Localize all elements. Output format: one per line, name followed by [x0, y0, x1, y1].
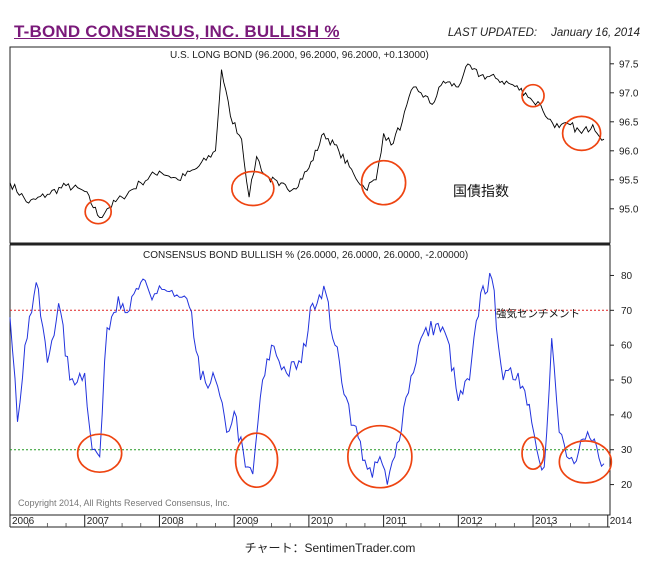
bond-series-line: [9, 63, 605, 218]
bond-circle-2007: [84, 198, 113, 225]
bond-y-tick-label: 96.0: [619, 146, 639, 157]
source-caption: チャート：SentimenTrader.com: [244, 541, 416, 555]
bullish-circle-2007: [76, 433, 123, 474]
bond-circle-2013a: [521, 83, 545, 108]
bullish-y-tick-label: 40: [621, 410, 633, 421]
x-year-label: 2011: [386, 516, 408, 527]
bond-y-tick-label: 95.0: [619, 204, 639, 215]
bullish-circle-2013a: [521, 436, 545, 471]
bullish-circle-2013b: [558, 440, 613, 484]
bond-y-tick-label: 97.0: [619, 88, 639, 99]
bond-y-tick-label: 95.5: [619, 175, 639, 186]
bullish-series-line: [9, 272, 605, 485]
bullish-y-tick-label: 50: [621, 376, 633, 387]
x-year-label: 2008: [161, 516, 184, 527]
bond-circle-2011: [360, 159, 407, 206]
bullish-panel-title: CONSENSUS BOND BULLISH % (26.0000, 26.00…: [143, 250, 468, 261]
last-updated-label: LAST UPDATED:: [447, 27, 538, 39]
sentiment-annotation: 強気センチメント: [496, 307, 580, 320]
bullish-circle-2011: [347, 424, 413, 489]
copyright-text: Copyright 2014, All Rights Reserved Cons…: [18, 498, 230, 508]
bond-circle-2013b: [561, 115, 602, 152]
bond-annotation: 国債指数: [453, 184, 509, 200]
x-year-label: 2007: [87, 516, 110, 527]
bond-panel-frame: [9, 46, 611, 244]
x-year-label: 2009: [236, 516, 259, 527]
bullish-y-tick-label: 30: [621, 445, 633, 456]
x-year-label: 2006: [12, 516, 35, 527]
bond-y-tick-label: 96.5: [619, 117, 639, 128]
x-year-label: 2013: [535, 516, 558, 527]
bullish-y-tick-label: 60: [621, 341, 633, 352]
last-updated-date: January 16, 2014: [551, 27, 640, 39]
last-updated: LAST UPDATED: January 16, 2014: [448, 27, 640, 39]
bullish-y-tick-label: 80: [621, 271, 633, 282]
x-year-label: 2014: [610, 516, 633, 527]
bond-circle-2009: [230, 170, 275, 207]
x-year-label: 2012: [460, 516, 483, 527]
bullish-panel-frame: [9, 244, 611, 516]
chart-title: T-BOND CONSENSUS, INC. BULLISH %: [14, 22, 340, 41]
bullish-y-tick-label: 70: [621, 306, 633, 317]
bond-y-tick-label: 97.5: [619, 59, 639, 70]
bullish-y-tick-label: 20: [621, 480, 633, 491]
bond-panel-title: U.S. LONG BOND (96.2000, 96.2000, 96.200…: [170, 50, 429, 61]
x-year-label: 2010: [311, 516, 334, 527]
bullish-circle-2009: [234, 432, 279, 489]
